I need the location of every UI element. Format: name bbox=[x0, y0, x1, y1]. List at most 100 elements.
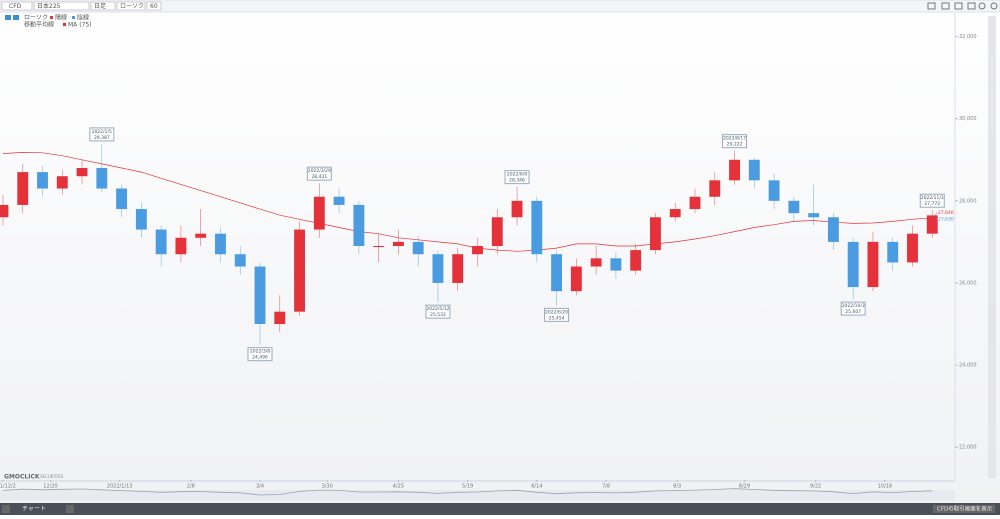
footer-button[interactable] bbox=[933, 505, 995, 513]
style-box[interactable] bbox=[116, 1, 146, 11]
candle-body bbox=[768, 180, 780, 201]
candle-body bbox=[432, 254, 444, 283]
symbol-box[interactable] bbox=[33, 1, 90, 11]
candle-body bbox=[808, 213, 820, 218]
y-tick-label: 28,000 bbox=[959, 198, 977, 204]
legend-swatch bbox=[72, 16, 75, 19]
icon[interactable] bbox=[941, 2, 950, 10]
legend-icon bbox=[13, 15, 19, 20]
navigator[interactable] bbox=[0, 490, 955, 501]
candle-body bbox=[234, 254, 246, 267]
annotation-value: 24,496 bbox=[252, 355, 268, 361]
x-tick-label: 9/22 bbox=[810, 484, 821, 490]
icon[interactable] bbox=[990, 2, 998, 10]
candle-body bbox=[373, 246, 385, 247]
logo-sub: SECURITIES bbox=[40, 474, 64, 479]
candle-body bbox=[709, 180, 721, 197]
x-tick-label: 3/4 bbox=[256, 484, 264, 490]
last-price-label: 27,630 bbox=[938, 217, 954, 223]
annotation-date: 2022/10/3 bbox=[842, 303, 865, 309]
footer-icon[interactable] bbox=[2, 505, 10, 513]
style: ローソク bbox=[120, 3, 144, 10]
x-tick-label: 8/29 bbox=[739, 484, 750, 490]
candle-body bbox=[788, 200, 800, 214]
candle-body bbox=[689, 196, 701, 210]
candle-body bbox=[37, 172, 48, 189]
x-tick-label: 5/19 bbox=[462, 484, 473, 490]
last-price-marker bbox=[935, 212, 938, 216]
candle-body bbox=[729, 159, 740, 181]
annotation-box bbox=[840, 301, 866, 316]
tool-icons bbox=[927, 2, 998, 10]
annotation-date: 2022/3/29 bbox=[308, 168, 331, 174]
last-price-label: 27,646 bbox=[938, 210, 954, 216]
last-price-marker bbox=[935, 215, 938, 220]
annotation-box bbox=[722, 134, 748, 149]
annotation-box bbox=[919, 193, 945, 208]
count: 60 bbox=[150, 3, 158, 10]
candle-body bbox=[907, 233, 918, 263]
candle-body bbox=[748, 159, 760, 181]
icon[interactable] bbox=[967, 2, 976, 10]
candle-body bbox=[195, 233, 207, 238]
annotation-box bbox=[306, 166, 332, 181]
annotation-date: 2022/6/9 bbox=[507, 172, 527, 178]
annotation-value: 25,454 bbox=[549, 315, 565, 321]
candle-body bbox=[155, 229, 167, 255]
icon[interactable] bbox=[978, 2, 986, 10]
x-tick-label: 3/30 bbox=[322, 484, 333, 490]
footer-bar bbox=[0, 503, 1000, 515]
candle-body bbox=[570, 266, 582, 292]
candle-body bbox=[175, 237, 187, 255]
annotation-value: 28,346 bbox=[509, 178, 525, 184]
candle-body bbox=[135, 209, 147, 230]
legend-icon bbox=[5, 15, 11, 20]
x-tick-label: 7/8 bbox=[602, 484, 610, 490]
annotation-value: 25,607 bbox=[845, 309, 861, 315]
x-tick-label: 6/14 bbox=[531, 484, 542, 490]
candle-body bbox=[452, 254, 464, 283]
annotation-date: 2022/11/1 bbox=[921, 195, 944, 201]
footer-button-label: CFDの取引画面を表示 bbox=[937, 505, 993, 513]
candle-body bbox=[827, 217, 839, 242]
annotation-value: 29,387 bbox=[94, 135, 110, 141]
candle-body bbox=[353, 204, 365, 246]
candle-body bbox=[887, 241, 899, 263]
icon[interactable] bbox=[927, 2, 936, 10]
candle-body bbox=[0, 204, 9, 218]
y-tick-label: 26,000 bbox=[959, 280, 977, 286]
candle-body bbox=[867, 241, 879, 288]
legend-ma-title: 移動平均線 bbox=[24, 21, 54, 29]
period: 日足 bbox=[94, 3, 106, 10]
legend-up: 陽線 bbox=[55, 14, 67, 22]
footer-tab[interactable]: チャート bbox=[22, 506, 46, 513]
legend-down: 陰線 bbox=[77, 14, 89, 22]
scrollbar[interactable] bbox=[988, 16, 996, 478]
candle-body bbox=[56, 176, 68, 189]
navigator-line bbox=[2, 488, 933, 496]
annotation-box bbox=[544, 307, 570, 322]
candle-body bbox=[650, 217, 661, 251]
count-box[interactable] bbox=[146, 1, 162, 11]
icon[interactable] bbox=[954, 2, 963, 10]
candle-body bbox=[215, 233, 226, 255]
annotation-date: 2022/6/20 bbox=[545, 309, 568, 315]
symbol: 日本225 bbox=[37, 2, 61, 10]
candle-body bbox=[847, 241, 859, 288]
candle-body bbox=[610, 258, 622, 271]
x-tick-label: 2022/1/13 bbox=[107, 484, 133, 490]
annotation-value: 29,222 bbox=[727, 142, 743, 148]
footer-icon[interactable] bbox=[66, 505, 74, 513]
candle-body bbox=[630, 250, 642, 271]
product-box[interactable] bbox=[1, 1, 33, 11]
annotation-date: 2022/5/12 bbox=[426, 306, 449, 312]
ma-line bbox=[2, 152, 933, 252]
candle-body bbox=[274, 311, 286, 324]
x-tick-label: 2/8 bbox=[187, 484, 195, 490]
y-tick-label: 30,000 bbox=[959, 116, 977, 122]
annotation-date: 2022/8/17 bbox=[723, 136, 746, 142]
legend-swatch bbox=[50, 16, 53, 19]
period-box[interactable] bbox=[90, 1, 116, 11]
